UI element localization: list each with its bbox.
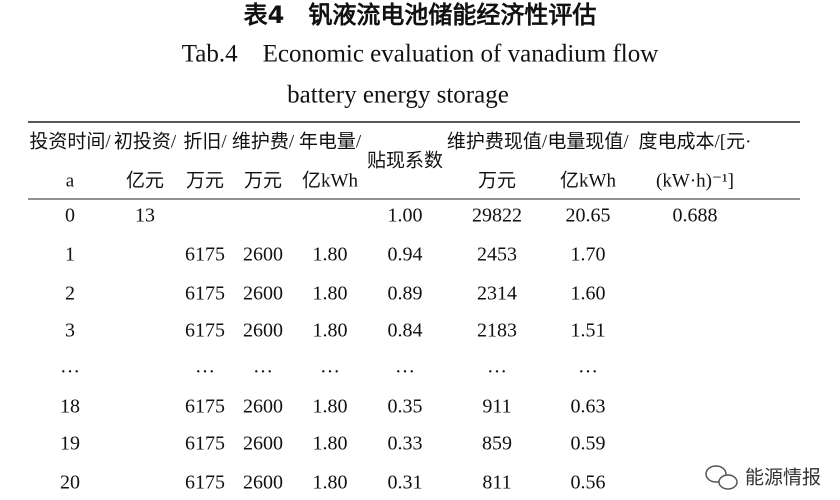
title: 表4 钒液流电池储能经济性评估 <box>244 1 597 29</box>
table-cell: 20.65 <box>566 205 611 227</box>
subtitle: Tab.4 Economic evaluation of vanadium fl… <box>182 41 659 68</box>
table-cell: 1.51 <box>571 320 606 342</box>
column-header: 投资时间/ <box>29 130 111 152</box>
table-cell: 0.59 <box>571 433 606 455</box>
table-cell: 811 <box>482 472 511 494</box>
table-cell: 1.70 <box>571 244 606 266</box>
column-header: 亿kWh <box>302 169 358 191</box>
table-cell: 0.56 <box>571 472 606 494</box>
table-cell: 29822 <box>472 205 522 227</box>
column-header: 维护费现值/ <box>447 130 548 152</box>
table-cell: 0.31 <box>388 472 423 494</box>
column-header: (kW·h)⁻¹] <box>656 170 734 191</box>
table-cell: 6175 <box>185 244 225 266</box>
table-cell: 2314 <box>477 283 517 305</box>
table-cell: … <box>320 356 340 378</box>
column-header: 亿kWh <box>560 169 616 191</box>
table-cell: 1.80 <box>313 433 348 455</box>
table-cell: … <box>487 356 507 378</box>
table-cell: 2600 <box>243 283 283 305</box>
table-cell: 1.80 <box>313 320 348 342</box>
table-cell: … <box>60 356 80 378</box>
column-header: 万元 <box>186 170 224 191</box>
table-cell: 18 <box>60 396 80 418</box>
table-cell: 1.80 <box>313 283 348 305</box>
column-header: 年电量/ <box>299 130 362 152</box>
table-cell: 0.94 <box>388 244 423 266</box>
table-cell: 13 <box>135 205 155 227</box>
table-cell: … <box>195 356 215 378</box>
column-header: 电量现值/ <box>547 130 629 152</box>
table-cell: 2 <box>65 283 75 305</box>
table-cell: 1.60 <box>571 283 606 305</box>
table-cell: … <box>395 356 415 378</box>
table-cell: 859 <box>482 433 512 455</box>
table-cell: … <box>578 356 598 378</box>
column-header: a <box>66 170 75 191</box>
table-cell: 19 <box>60 433 80 455</box>
table-cell: 0 <box>65 205 75 227</box>
table-cell: 6175 <box>185 433 225 455</box>
table-cell: 0.84 <box>388 320 423 342</box>
table-cell: 911 <box>482 396 511 418</box>
column-header: 万元 <box>478 170 516 191</box>
watermark: 能源情报 <box>745 467 821 489</box>
table-cell: 6175 <box>185 320 225 342</box>
watermark-icon <box>705 465 738 490</box>
table-cell: 2600 <box>243 433 283 455</box>
table-cell: 1.80 <box>313 396 348 418</box>
table-cell: 1.80 <box>313 244 348 266</box>
column-header: 万元 <box>244 170 282 191</box>
table-cell: 6175 <box>185 472 225 494</box>
table-cell: … <box>253 356 273 378</box>
column-header: 贴现系数 <box>367 149 443 171</box>
subtitle: battery energy storage <box>287 82 509 109</box>
table-cell: 0.688 <box>673 205 718 227</box>
column-header: 度电成本/[元· <box>639 130 752 152</box>
table-cell: 2183 <box>477 320 517 342</box>
table-cell: 20 <box>60 472 80 494</box>
column-header: 亿元 <box>126 169 164 191</box>
table-cell: 2600 <box>243 320 283 342</box>
table-cell: 1 <box>65 244 75 266</box>
table-cell: 0.89 <box>388 283 423 305</box>
table-cell: 0.35 <box>388 396 423 418</box>
table-cell: 2453 <box>477 244 517 266</box>
table-cell: 1.00 <box>388 205 423 227</box>
column-header: 维护费/ <box>232 130 295 152</box>
table-cell: 1.80 <box>313 472 348 494</box>
column-header: 折旧/ <box>183 130 227 152</box>
table-cell: 0.33 <box>388 433 423 455</box>
table-cell: 2600 <box>243 472 283 494</box>
table-cell: 3 <box>65 320 75 342</box>
table-cell: 6175 <box>185 396 225 418</box>
table-cell: 6175 <box>185 283 225 305</box>
column-header: 初投资/ <box>114 130 177 152</box>
table-cell: 0.63 <box>571 396 606 418</box>
table-cell: 2600 <box>243 396 283 418</box>
table-cell: 2600 <box>243 244 283 266</box>
